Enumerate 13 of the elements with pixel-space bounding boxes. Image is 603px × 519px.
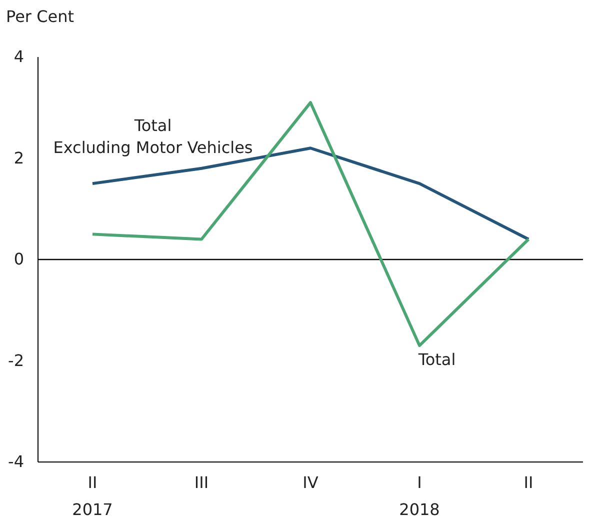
y-axis-title: Per Cent xyxy=(6,7,74,26)
y-tick-label: -2 xyxy=(8,350,24,370)
y-tick-label: 0 xyxy=(14,250,24,269)
y-tick-label: -4 xyxy=(8,452,24,472)
x-tick-label: III xyxy=(194,473,209,492)
annotation: Total Excluding Motor Vehicles xyxy=(53,116,253,157)
x-tick-label: IV xyxy=(302,473,318,492)
y-tick-label: 2 xyxy=(14,148,24,168)
annotation: Total xyxy=(417,350,456,369)
x-tick-label: II 2017 xyxy=(72,473,113,519)
x-tick-label: II xyxy=(524,473,534,492)
y-tick-label: 4 xyxy=(14,47,24,66)
x-tick-label: I 2018 xyxy=(399,473,440,519)
